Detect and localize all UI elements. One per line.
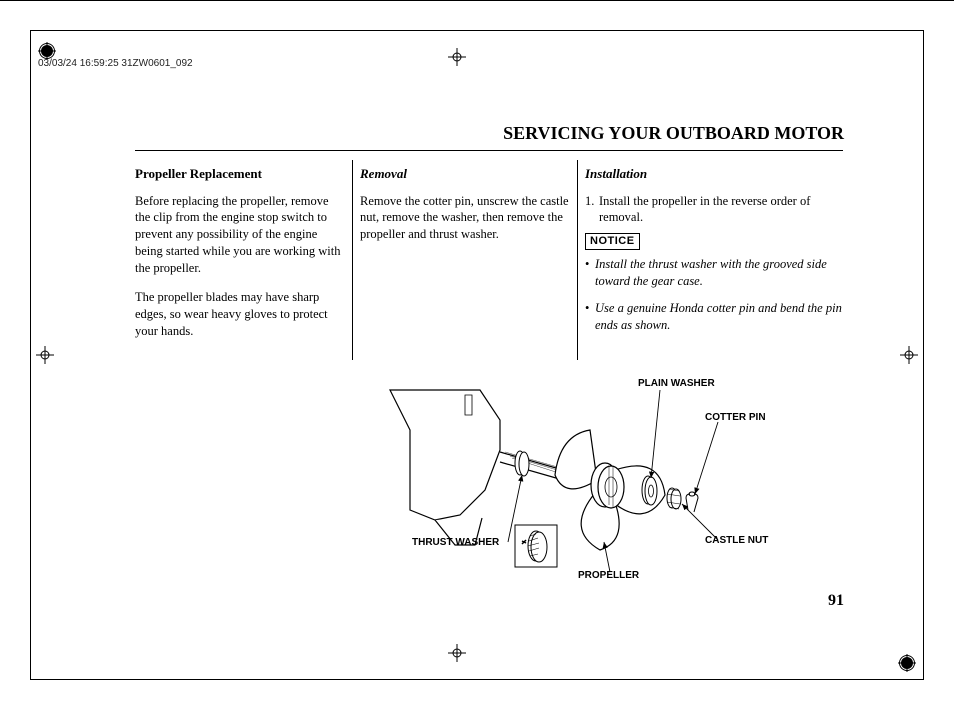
bullet-text: Use a genuine Honda cotter pin and bend … — [595, 300, 845, 334]
label-plain-washer: PLAIN WASHER — [638, 378, 715, 389]
notice-badge: NOTICE — [585, 233, 640, 250]
bullet-item: • Install the thrust washer with the gro… — [585, 256, 845, 290]
label-thrust-washer: THRUST WASHER — [412, 537, 499, 548]
bullet-text: Install the thrust washer with the groov… — [595, 256, 845, 290]
page-number: 91 — [828, 592, 844, 610]
heading-removal: Removal — [360, 165, 570, 183]
numbered-step: 1. Install the propeller in the reverse … — [585, 193, 845, 227]
diagram-svg — [360, 370, 860, 590]
column-removal: Removal Remove the cotter pin, unscrew t… — [360, 165, 570, 255]
bullet-item: • Use a genuine Honda cotter pin and ben… — [585, 300, 845, 334]
heading-propeller-replacement: Propeller Replacement — [135, 165, 345, 183]
crop-mark-bl — [0, 0, 954, 1]
heading-installation: Installation — [585, 165, 845, 183]
alignment-target — [900, 346, 918, 364]
title-rule — [135, 150, 843, 151]
body-text: The propeller blades may have sharp edge… — [135, 289, 345, 340]
body-text: Before replacing the propeller, remove t… — [135, 193, 345, 277]
label-castle-nut: CASTLE NUT — [705, 535, 768, 546]
body-text: Remove the cotter pin, unscrew the castl… — [360, 193, 570, 244]
alignment-target — [36, 346, 54, 364]
column-installation: Installation 1. Install the propeller in… — [585, 165, 845, 344]
column-divider — [577, 160, 578, 360]
bullet-icon: • — [585, 256, 595, 290]
step-number: 1. — [585, 193, 599, 227]
column-divider — [352, 160, 353, 360]
label-cotter-pin: COTTER PIN — [705, 412, 766, 423]
page-title: SERVICING YOUR OUTBOARD MOTOR — [503, 123, 844, 144]
label-propeller: PROPELLER — [578, 570, 639, 581]
step-text: Install the propeller in the reverse ord… — [599, 193, 845, 227]
alignment-target — [448, 48, 466, 66]
alignment-target — [448, 644, 466, 662]
propeller-diagram: PLAIN WASHER COTTER PIN CASTLE NUT PROPE… — [360, 370, 860, 590]
bullet-icon: • — [585, 300, 595, 334]
column-propeller-replacement: Propeller Replacement Before replacing t… — [135, 165, 345, 352]
registration-mark — [898, 654, 916, 672]
header-code: 03/03/24 16:59:25 31ZW0601_092 — [38, 58, 193, 69]
